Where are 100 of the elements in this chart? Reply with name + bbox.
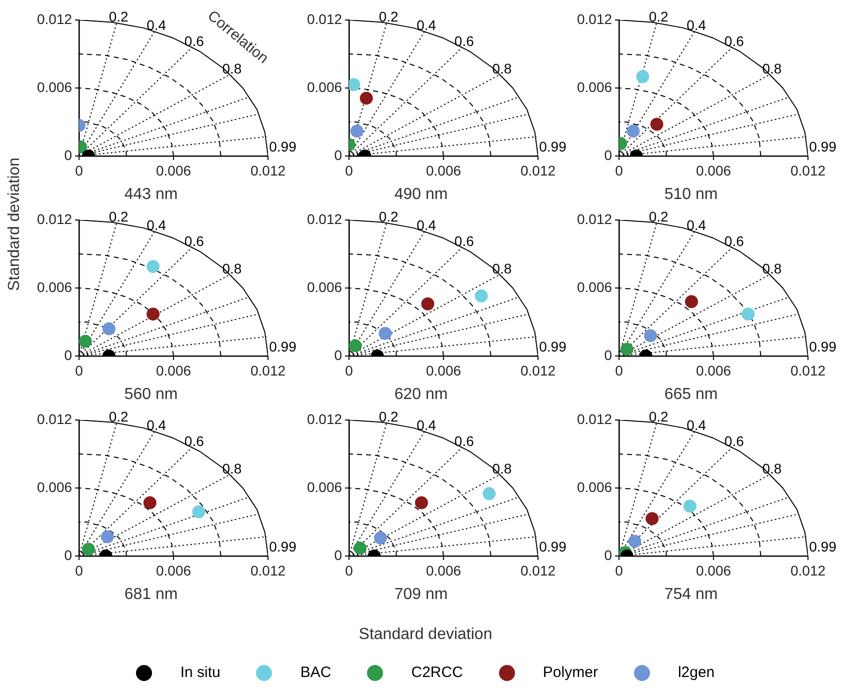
annotation: 0.4 — [146, 417, 166, 434]
x-tick-label: 0 — [615, 362, 624, 378]
annotation: 0.2 — [108, 408, 129, 425]
annotation: 0.8 — [222, 60, 242, 76]
annotation: 0.8 — [762, 60, 782, 76]
x-tick-label: 0.012 — [520, 562, 556, 578]
y-tick-label: 0 — [64, 346, 72, 363]
text: 0.99 — [269, 338, 297, 355]
text: 0.99 — [809, 538, 837, 555]
annotation: 0.6 — [184, 233, 204, 250]
annotation: 0.6 — [184, 433, 204, 450]
y-tick-label: 0.006 — [576, 278, 612, 295]
x-tick-label: 0 — [345, 162, 354, 178]
annotation: 0.8 — [492, 260, 512, 276]
x-tick-label: 0.006 — [426, 562, 462, 578]
y-tick-label: 0 — [334, 146, 342, 163]
y-tick-label: 0.006 — [306, 478, 342, 495]
legend-label: l2gen — [678, 664, 715, 681]
x-tick-label: 0 — [75, 162, 84, 178]
x-tick-label: 0.012 — [250, 162, 286, 178]
annotation: 0.8 — [492, 460, 512, 476]
x-tick-label: 0.012 — [790, 362, 826, 378]
text: 709 nm — [394, 586, 448, 603]
annotation: 0.4 — [686, 417, 706, 434]
annotation: 0.4 — [686, 217, 706, 234]
y-tick-label: 0 — [604, 546, 612, 563]
text: 560 nm — [124, 386, 178, 403]
text: 754 nm — [664, 586, 718, 603]
annotation: 0.4 — [146, 17, 166, 34]
y-tick-label: 0 — [604, 346, 612, 363]
text: 490 nm — [394, 186, 448, 203]
y-tick-label: 0.012 — [576, 210, 612, 227]
y-tick-label: 0 — [64, 146, 72, 163]
y-tick-label: 0.012 — [306, 410, 342, 427]
text: 665 nm — [664, 386, 718, 403]
text: 0.99 — [269, 538, 297, 555]
x-tick-label: 0.012 — [790, 562, 826, 578]
annotation: 0.6 — [724, 233, 744, 250]
text: 681 nm — [124, 586, 178, 603]
annotation: 0.4 — [416, 17, 436, 34]
text: 0.99 — [539, 138, 567, 155]
y-tick-label: 0.006 — [576, 478, 612, 495]
y-tick-label: 0.012 — [576, 10, 612, 27]
annotation: 0.2 — [648, 208, 669, 225]
y-tick-label: 0 — [334, 546, 342, 563]
text: 0.99 — [539, 338, 567, 355]
annotation: 0.2 — [648, 8, 669, 25]
annotation: 0.4 — [416, 217, 436, 234]
annotation: 0.6 — [184, 33, 204, 50]
x-tick-label: 0.012 — [790, 162, 826, 178]
annotation: 0.8 — [492, 60, 512, 76]
y-tick-label: 0.006 — [36, 478, 72, 495]
x-tick-label: 0.006 — [696, 162, 732, 178]
y-tick-label: 0.012 — [36, 410, 72, 427]
text: 0.99 — [809, 338, 837, 355]
x-tick-label: 0 — [345, 362, 354, 378]
x-tick-label: 0 — [615, 562, 624, 578]
annotation: 0.2 — [378, 8, 399, 25]
annotation: 0.6 — [454, 33, 474, 50]
legend-label: Polymer — [542, 664, 598, 681]
x-tick-label: 0 — [75, 562, 84, 578]
annotation: 0.4 — [416, 417, 436, 434]
annotation: 0.4 — [686, 17, 706, 34]
x-tick-label: 0 — [345, 562, 354, 578]
annotation: 0.8 — [222, 460, 242, 476]
annotation: 0.4 — [146, 217, 166, 234]
annotation: 0.2 — [378, 408, 399, 425]
x-axis-title: Standard deviation — [358, 626, 494, 644]
x-tick-label: 0.006 — [426, 362, 462, 378]
annotation: 0.8 — [222, 260, 242, 276]
annotation: 0.6 — [454, 233, 474, 250]
x-tick-label: 0.012 — [520, 162, 556, 178]
y-tick-label: 0 — [334, 346, 342, 363]
y-tick-label: 0.012 — [306, 10, 342, 27]
text: 510 nm — [664, 186, 718, 203]
y-tick-label: 0.006 — [306, 78, 342, 95]
annotation: 0.2 — [108, 8, 129, 25]
y-tick-label: 0.012 — [36, 10, 72, 27]
y-tick-label: 0.006 — [36, 78, 72, 95]
y-tick-label: 0.006 — [576, 78, 612, 95]
x-tick-label: 0.012 — [520, 362, 556, 378]
annotation: 0.2 — [108, 208, 129, 225]
x-tick-label: 0 — [75, 362, 84, 378]
annotation: 0.6 — [724, 33, 744, 50]
x-tick-label: 0.006 — [156, 562, 192, 578]
legend-label: BAC — [300, 664, 332, 681]
text: 0.99 — [539, 538, 567, 555]
x-tick-label: 0.006 — [156, 362, 192, 378]
annotation: 0.2 — [378, 208, 399, 225]
annotation: 0.8 — [762, 460, 782, 476]
y-tick-label: 0.006 — [306, 278, 342, 295]
annotation: 0.2 — [648, 408, 669, 425]
y-tick-label: 0.012 — [306, 210, 342, 227]
x-tick-label: 0.006 — [426, 162, 462, 178]
text: 443 nm — [124, 186, 178, 203]
x-tick-label: 0 — [615, 162, 624, 178]
x-tick-label: 0.006 — [696, 562, 732, 578]
annotation: 0.6 — [724, 433, 744, 450]
y-tick-label: 0.012 — [576, 410, 612, 427]
y-tick-label: 0 — [64, 546, 72, 563]
